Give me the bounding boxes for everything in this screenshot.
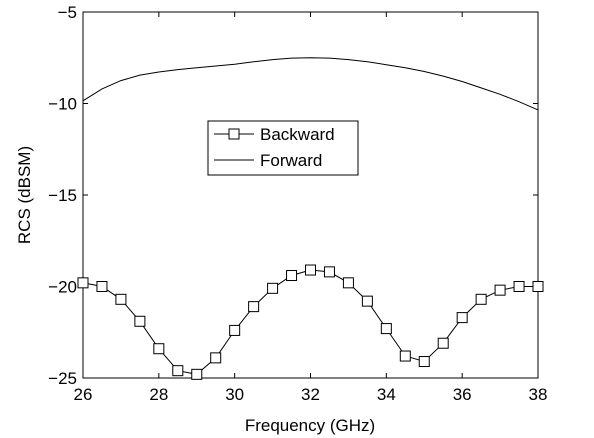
- data-point-backward: [456, 312, 468, 324]
- series-line-backward: [82, 269, 538, 375]
- data-point-backward: [210, 352, 222, 364]
- data-point-backward: [437, 337, 449, 349]
- x-tick-label: 38: [529, 385, 548, 404]
- y-tick-label: −15: [48, 186, 77, 205]
- data-point-backward: [323, 266, 335, 278]
- y-tick-label: −25: [48, 369, 77, 388]
- data-point-backward: [418, 356, 430, 368]
- series-line-forward: [82, 57, 539, 111]
- data-point-backward: [494, 284, 506, 296]
- data-point-backward: [153, 343, 165, 355]
- data-point-backward: [532, 281, 544, 292]
- data-point-backward: [399, 350, 411, 362]
- y-tick-label: −10: [48, 95, 77, 114]
- data-point-backward: [115, 293, 127, 305]
- legend-forward-label: Forward: [260, 151, 322, 170]
- data-point-backward: [267, 282, 279, 294]
- data-point-backward: [286, 270, 298, 282]
- data-point-backward: [305, 264, 316, 276]
- legend: Backward Forward: [207, 120, 359, 176]
- data-point-backward: [342, 277, 354, 289]
- data-point-backward: [229, 324, 241, 336]
- data-point-backward: [96, 281, 108, 292]
- x-tick-label: 36: [453, 385, 472, 404]
- data-point-backward: [361, 295, 373, 307]
- data-point-backward: [475, 293, 487, 305]
- x-tick-label: 28: [149, 385, 168, 404]
- x-axis-label: Frequency (GHz): [245, 416, 375, 435]
- legend-backward-marker: [228, 128, 240, 140]
- data-point-backward: [191, 368, 203, 380]
- y-axis-label: RCS (dBSM): [15, 146, 34, 244]
- y-tick-label: −5: [58, 3, 77, 22]
- x-tick-label: 30: [225, 385, 244, 404]
- x-tick-label: 32: [301, 385, 320, 404]
- data-point-backward: [380, 323, 392, 335]
- x-tick-label: 34: [377, 385, 396, 404]
- data-point-backward: [248, 301, 260, 313]
- y-tick-label: −20: [48, 278, 77, 297]
- x-tick-label: 26: [74, 385, 93, 404]
- legend-backward-label: Backward: [260, 125, 335, 144]
- plot-frame: [82, 11, 539, 379]
- series-group: [77, 57, 544, 380]
- data-point-backward: [172, 365, 184, 377]
- data-point-backward: [77, 277, 89, 289]
- data-point-backward: [134, 315, 146, 327]
- axis-ticks: 26 28 30 32 34 36 38 −25 −20 −15 −10 −5: [48, 3, 547, 404]
- data-point-backward: [513, 281, 525, 292]
